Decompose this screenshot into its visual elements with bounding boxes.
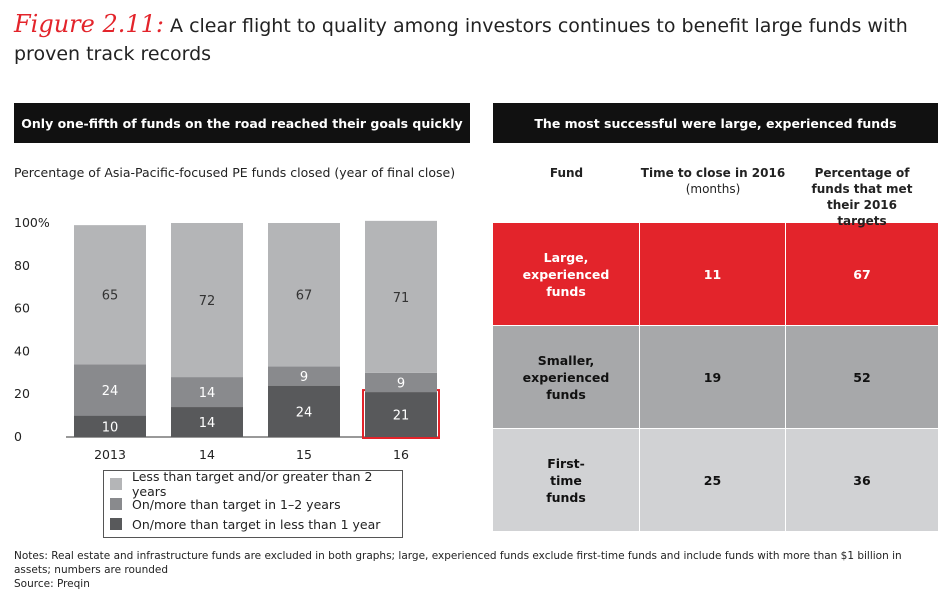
header-fund: Fund — [549, 166, 584, 180]
bar-segment — [268, 366, 340, 386]
y-tick-label: 0 — [14, 429, 22, 444]
cell-pct: 67 — [853, 266, 871, 282]
cell-time: 19 — [640, 326, 786, 428]
table-row: First-time funds 25 36 — [493, 429, 938, 532]
x-tick-label: 2013 — [94, 447, 126, 462]
data-label: 21 — [393, 409, 410, 424]
x-tick-label: 15 — [296, 447, 312, 462]
right-panel-banner: The most successful were large, experien… — [493, 103, 938, 143]
legend-label: On/more than target in 1–2 years — [132, 496, 341, 512]
y-tick-label: 60 — [14, 301, 30, 316]
cell-fund: Large, experienced funds — [493, 223, 640, 325]
legend-label: On/more than target in less than 1 year — [132, 516, 381, 532]
notes-block: Notes: Real estate and infrastructure fu… — [14, 549, 939, 591]
bar-segment — [365, 372, 437, 393]
bar-segment — [171, 223, 243, 378]
header-time-main: Time to close in 2016 — [640, 166, 786, 180]
fund-table: Fund Time to close in 2016 (months) Perc… — [493, 155, 938, 532]
table-row: Smaller, experienced funds 19 52 — [493, 326, 938, 429]
table-row: Large, experienced funds 11 67 — [493, 223, 938, 326]
legend-swatch — [110, 518, 122, 530]
data-label: 14 — [199, 416, 216, 431]
y-tick-label: 100% — [14, 215, 50, 230]
header-percentage: Percentage of funds that met their 2016 … — [811, 166, 913, 228]
bar-segment — [74, 225, 146, 365]
table-header: Fund Time to close in 2016 (months) Perc… — [493, 155, 938, 228]
cell-time: 11 — [640, 223, 786, 325]
bar-segment — [171, 377, 243, 408]
figure-label: Figure 2.11: — [14, 10, 164, 38]
left-panel-banner: Only one-fifth of funds on the road reac… — [14, 103, 470, 143]
cell-pct: 36 — [853, 472, 871, 488]
x-tick-label: 14 — [199, 447, 215, 462]
notes-text: Notes: Real estate and infrastructure fu… — [14, 550, 902, 576]
data-label: 10 — [102, 420, 119, 435]
legend-item-under-1-year: On/more than target in less than 1 year — [110, 514, 396, 534]
legend-item-1-2-years: On/more than target in 1–2 years — [110, 494, 396, 514]
header-time-sub: (months) — [685, 182, 741, 196]
x-tick-label: 16 — [393, 447, 409, 462]
bar-segment — [171, 407, 243, 437]
chart-legend: Less than target and/or greater than 2 y… — [103, 469, 403, 538]
legend-swatch — [110, 478, 122, 490]
bar-segment — [268, 385, 340, 437]
figure-title: Figure 2.11: A clear flight to quality a… — [14, 10, 939, 68]
data-label: 14 — [199, 386, 216, 401]
cell-fund: Smaller, experienced funds — [493, 326, 640, 428]
bar-segment — [74, 415, 146, 437]
figure-title-text: A clear flight to quality among investor… — [14, 15, 908, 65]
y-tick-label: 20 — [14, 386, 30, 401]
bar-segment — [365, 392, 437, 437]
header-time-to-close: Time to close in 2016 (months) — [640, 155, 786, 223]
data-label: 72 — [199, 294, 216, 309]
data-label: 67 — [296, 289, 313, 304]
y-tick-label: 40 — [14, 343, 30, 358]
data-label: 24 — [296, 405, 313, 420]
chart-subtitle: Percentage of Asia-Pacific-focused PE fu… — [14, 165, 456, 180]
legend-swatch — [110, 498, 122, 510]
legend-item-over-2-years: Less than target and/or greater than 2 y… — [110, 469, 396, 499]
legend-label: Less than target and/or greater than 2 y… — [132, 469, 373, 499]
cell-pct: 52 — [853, 369, 871, 385]
cell-time: 25 — [640, 429, 786, 531]
data-label: 65 — [102, 289, 119, 304]
data-label: 9 — [300, 370, 308, 385]
source-text: Source: Preqin — [14, 578, 90, 590]
stacked-bar-chart: 0 20 40 60 80 100% 10 24 65 2013 14 14 72 14 24 9 67 15 21… — [14, 215, 440, 462]
data-label: 71 — [393, 291, 410, 306]
data-label: 9 — [397, 376, 405, 391]
cell-fund: First-time funds — [493, 429, 640, 531]
bar-segment — [268, 223, 340, 367]
bar-segment — [74, 364, 146, 416]
y-tick-label: 80 — [14, 258, 30, 273]
data-label: 24 — [102, 384, 119, 399]
bar-segment — [365, 220, 437, 373]
